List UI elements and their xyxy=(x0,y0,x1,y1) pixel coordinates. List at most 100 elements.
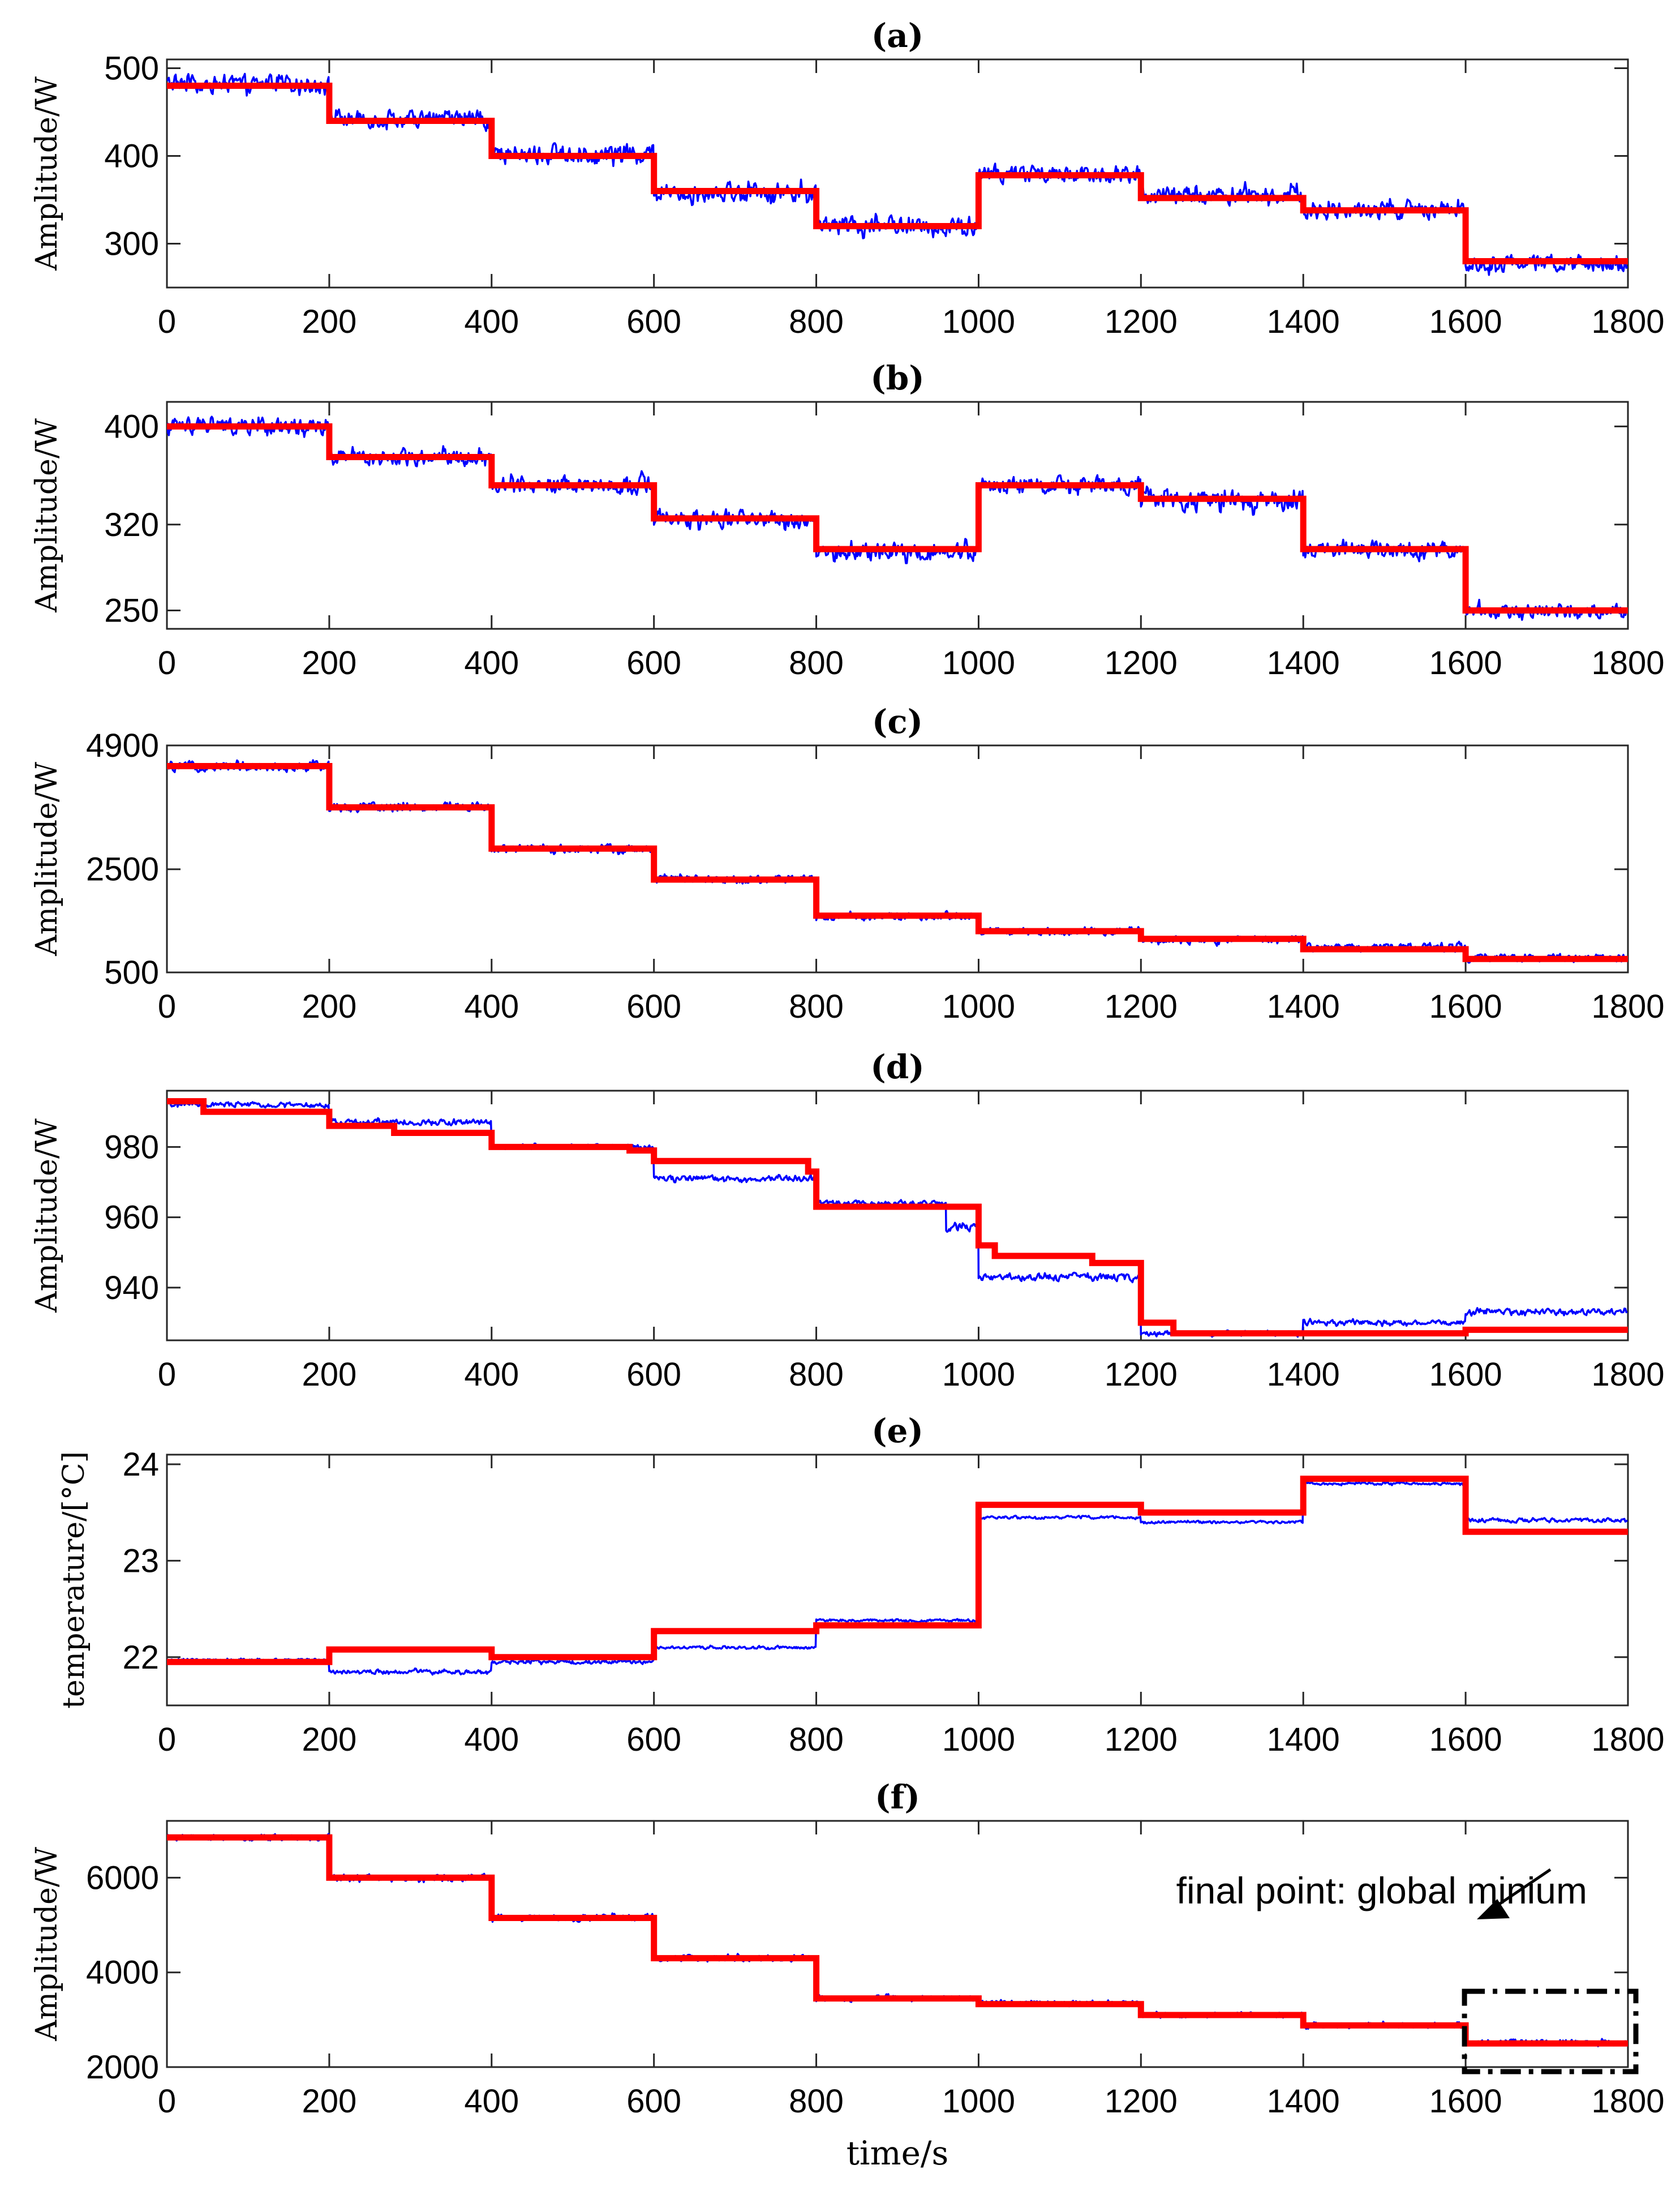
x-tick-label: 1800 xyxy=(1591,988,1664,1025)
x-tick-label: 0 xyxy=(158,645,176,681)
x-tick-label: 800 xyxy=(789,645,844,681)
x-tick-label: 800 xyxy=(789,303,844,340)
x-tick-label: 1000 xyxy=(942,303,1015,340)
y-axis-label: Amplitude/W xyxy=(30,1118,64,1313)
series-estimated xyxy=(167,423,1628,614)
highlight-box xyxy=(1462,1988,1639,2074)
x-tick-label: 1600 xyxy=(1429,1356,1502,1393)
panel-c: (c) 0 200 400 600 800 1000 1200 1400 1600 1800 500 2… xyxy=(30,702,1665,1025)
y-tick-label: 4000 xyxy=(86,1954,159,1991)
x-tick-label: 1000 xyxy=(942,1356,1015,1393)
x-tick-label: 1400 xyxy=(1267,1721,1340,1758)
y-tick-label: 320 xyxy=(104,507,159,543)
y-tick-label: 2000 xyxy=(86,2049,159,2086)
x-tick-label: 0 xyxy=(158,1721,176,1758)
y-tick-label: 4900 xyxy=(86,727,159,764)
x-tick-label: 600 xyxy=(626,1356,681,1393)
x-tick-label: 200 xyxy=(302,645,356,681)
series-estimated xyxy=(167,763,1628,962)
plot-area xyxy=(167,1476,1628,1676)
x-tick-label: 1200 xyxy=(1105,1721,1178,1758)
y-tick-label: 250 xyxy=(104,592,159,629)
x-tick-label: 1000 xyxy=(942,645,1015,681)
x-tick-label: 400 xyxy=(464,645,519,681)
y-tick-label: 24 xyxy=(122,1446,159,1483)
axes-box xyxy=(166,1820,1629,2068)
x-tick-label: 200 xyxy=(302,303,356,340)
x-axis-label: time/s xyxy=(847,2134,949,2172)
plot-area xyxy=(167,72,1628,276)
x-tick-label: 0 xyxy=(158,303,176,340)
x-tick-label: 1200 xyxy=(1105,303,1178,340)
x-tick-label: 1200 xyxy=(1105,2083,1178,2120)
x-tick-label: 800 xyxy=(789,1356,844,1393)
x-tick-label: 1400 xyxy=(1267,1356,1340,1393)
x-tick-label: 400 xyxy=(464,1721,519,1758)
panel-title: (b) xyxy=(870,359,924,397)
series-estimated xyxy=(167,1098,1628,1337)
x-tick-label: 600 xyxy=(626,303,681,340)
x-tick-label: 1600 xyxy=(1429,303,1502,340)
y-tick-label: 500 xyxy=(104,50,159,87)
y-tick-label: 6000 xyxy=(86,1859,159,1896)
plot-area xyxy=(167,759,1628,964)
y-axis-label: Amplitude/W xyxy=(30,1847,64,2042)
x-tick-label: 200 xyxy=(302,988,356,1025)
x-tick-label: 600 xyxy=(626,645,681,681)
axes-box xyxy=(166,401,1629,630)
plot-area xyxy=(167,1833,1628,2047)
x-tick-label: 1600 xyxy=(1429,1721,1502,1758)
x-tick-label: 0 xyxy=(158,1356,176,1393)
x-tick-label: 1600 xyxy=(1429,645,1502,681)
x-tick-label: 1200 xyxy=(1105,988,1178,1025)
panel-title: (d) xyxy=(870,1048,924,1086)
x-tick-label: 800 xyxy=(789,2083,844,2120)
x-tick-label: 600 xyxy=(626,2083,681,2120)
x-tick-label: 400 xyxy=(464,303,519,340)
x-tick-label: 1600 xyxy=(1429,988,1502,1025)
y-tick-label: 980 xyxy=(104,1129,159,1165)
x-tick-label: 200 xyxy=(302,2083,356,2120)
x-tick-label: 600 xyxy=(626,988,681,1025)
panel-title: (a) xyxy=(871,16,923,55)
x-tick-label: 1000 xyxy=(942,988,1015,1025)
y-axis-label: Amplitude/W xyxy=(30,762,64,957)
series-measured xyxy=(167,1481,1628,1676)
series-estimated xyxy=(167,1476,1628,1665)
panel-title: (e) xyxy=(871,1412,923,1450)
x-tick-label: 1400 xyxy=(1267,988,1340,1025)
panel-a: (a) 0 200 400 600 800 1000 1200 1400 1600 1800 300 4… xyxy=(30,16,1665,340)
y-tick-label: 300 xyxy=(104,226,159,263)
x-tick-label: 600 xyxy=(626,1721,681,1758)
series-estimated xyxy=(167,1834,1628,2047)
x-tick-label: 200 xyxy=(302,1721,356,1758)
annotation-text: final point: global minium xyxy=(1176,1870,1587,1911)
x-tick-label: 200 xyxy=(302,1356,356,1393)
x-tick-label: 1800 xyxy=(1591,645,1664,681)
y-tick-label: 500 xyxy=(104,954,159,991)
y-axis-label: Amplitude/W xyxy=(30,418,64,613)
x-tick-label: 400 xyxy=(464,1356,519,1393)
panel-e: (e) 0 200 400 600 800 1000 1200 1400 1600 1800 22 23… xyxy=(57,1412,1665,1758)
y-tick-label: 400 xyxy=(104,138,159,175)
axes-box xyxy=(166,744,1629,974)
y-axis-label: Amplitude/W xyxy=(30,76,64,271)
axes-box xyxy=(166,58,1629,289)
x-tick-label: 1000 xyxy=(942,2083,1015,2120)
x-tick-label: 400 xyxy=(464,2083,519,2120)
y-tick-label: 23 xyxy=(122,1542,159,1579)
panel-title: (f) xyxy=(875,1778,920,1816)
y-tick-label: 400 xyxy=(104,408,159,445)
panel-d: (d) 0 200 400 600 800 1000 1200 1400 1600 1800 940 9… xyxy=(30,1048,1665,1393)
panel-b: (b) 0 200 400 600 800 1000 1200 1400 1600 1800 250 3… xyxy=(30,359,1665,681)
y-tick-label: 960 xyxy=(104,1199,159,1236)
plot-area xyxy=(167,415,1628,621)
series-measured xyxy=(167,72,1628,276)
y-tick-label: 940 xyxy=(104,1270,159,1306)
y-tick-label: 22 xyxy=(122,1639,159,1676)
x-tick-label: 1800 xyxy=(1591,1721,1664,1758)
axes-box xyxy=(166,1454,1629,1707)
panel-title: (c) xyxy=(872,702,923,741)
x-tick-label: 1400 xyxy=(1267,303,1340,340)
